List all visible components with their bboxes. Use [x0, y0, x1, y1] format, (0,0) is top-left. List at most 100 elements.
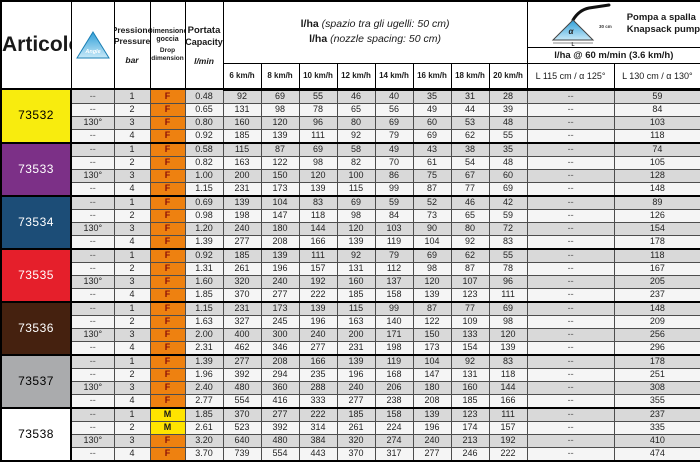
capacity-cell: 0.48: [184, 88, 224, 104]
angle-cell: --: [70, 141, 115, 157]
lha-value-cell: 139: [336, 353, 376, 369]
pressure-cell: 3: [113, 327, 151, 342]
svg-text:L: L: [572, 42, 575, 46]
lha-value-cell: 208: [260, 234, 300, 249]
angle-cell: --: [70, 300, 115, 316]
pressure-cell: 1: [113, 353, 151, 369]
pump-l115-cell: --: [526, 380, 615, 395]
capacity-cell: 1.39: [184, 234, 224, 249]
lha-value-cell: 120: [298, 168, 338, 183]
pressure-cell: 4: [113, 287, 151, 302]
lha-value-cell: 240: [412, 433, 452, 448]
lha-value-cell: 104: [412, 234, 452, 249]
pressure-cell: 2: [113, 314, 151, 329]
lha-value-cell: 277: [412, 446, 452, 461]
capacity-cell: 3.70: [184, 446, 224, 461]
pressure-cell: 1: [113, 88, 151, 104]
capacity-cell: 0.92: [184, 128, 224, 143]
lha-value-cell: 131: [222, 102, 262, 117]
lha-value-cell: 104: [412, 353, 452, 369]
drop-size-cell: F: [149, 234, 186, 249]
lha-value-cell: 107: [450, 274, 490, 289]
lha-value-cell: 294: [260, 367, 300, 382]
pump-l130-cell: 178: [613, 234, 700, 249]
pump-l130-cell: 154: [613, 221, 700, 236]
table-row: -- 2 F 0.82 163 122 98 82 70 61 54 48 -- 105: [1, 155, 700, 170]
lha-value-cell: 327: [222, 314, 262, 329]
pressure-cell: 4: [113, 340, 151, 355]
lha-value-cell: 80: [450, 221, 490, 236]
capacity-cell: 0.65: [184, 102, 224, 117]
lha-value-cell: 222: [488, 446, 528, 461]
lha-value-cell: 147: [260, 208, 300, 223]
column-header-angle: Angle: [70, 0, 115, 90]
lha-value-cell: 69: [488, 300, 528, 316]
table-row: 73533 -- 1 F 0.58 115 87 69 58 49 43 38 35 -- 74: [0, 141, 700, 196]
lha-value-cell: 139: [412, 287, 452, 302]
lha-value-cell: 523: [222, 420, 262, 435]
drop-size-cell: F: [149, 327, 186, 342]
table-row: 130° 3 F 1.60 320 240 192 160 137 120 107 96 -- 205: [1, 274, 700, 289]
table-row: 73538 -- 1 M 1.85 370 277 222 185 158 139 123 111 -- 2…: [0, 406, 700, 461]
table-row: 130° 3 F 3.20 640 480 384 320 274 240 213 192 -- 410: [1, 433, 700, 448]
lha-value-cell: 87: [450, 261, 490, 276]
speed-column-header: 16 km/h: [412, 62, 452, 91]
lha-value-cell: 640: [222, 433, 262, 448]
lha-value-cell: 49: [412, 102, 452, 117]
pressure-cell: 2: [113, 208, 151, 223]
pressure-cell: 3: [113, 274, 151, 289]
pump-l130-cell: 84: [613, 102, 700, 117]
pressure-cell: 4: [113, 393, 151, 408]
lha-value-cell: 115: [336, 300, 376, 316]
drop-size-cell: F: [149, 287, 186, 302]
lha-value-cell: 480: [222, 380, 262, 395]
pump-l130-cell: 308: [613, 380, 700, 395]
lha-value-cell: 109: [450, 314, 490, 329]
lha-value-cell: 118: [298, 208, 338, 223]
pump-l115-cell: --: [526, 406, 615, 422]
lha-value-cell: 120: [336, 221, 376, 236]
pressure-cell: 1: [113, 406, 151, 422]
lha-value-cell: 384: [298, 433, 338, 448]
lha-value-cell: 60: [412, 115, 452, 130]
lha-value-cell: 213: [450, 433, 490, 448]
lha-value-cell: 111: [298, 128, 338, 143]
lha-value-cell: 119: [374, 234, 414, 249]
lha-value-cell: 240: [260, 274, 300, 289]
lha-value-cell: 200: [336, 327, 376, 342]
capacity-cell: 0.69: [184, 194, 224, 210]
angle-cell: --: [70, 420, 115, 435]
lha-value-cell: 231: [336, 340, 376, 355]
lha-value-cell: 300: [260, 327, 300, 342]
pressure-cell: 4: [113, 181, 151, 196]
lha-value-cell: 73: [412, 208, 452, 223]
pump-l115-cell: --: [526, 274, 615, 289]
drop-size-cell: F: [149, 393, 186, 408]
table-row: 130° 3 F 1.00 200 150 120 100 86 75 67 60 -- 128: [1, 168, 700, 183]
lha-value-cell: 185: [336, 406, 376, 422]
pump-l115-cell: --: [526, 446, 615, 461]
speed-column-header: 8 km/h: [260, 62, 300, 91]
lha-value-cell: 370: [222, 287, 262, 302]
article-number-cell: 73536: [0, 300, 72, 355]
lha-subtitle-en: (nozzle spacing: 50 cm): [330, 33, 441, 46]
article-number-cell: 73535: [0, 247, 72, 302]
lha-value-cell: 65: [336, 102, 376, 117]
table-row: 130° 3 F 2.00 400 300 240 200 171 150 133 120 -- 256: [1, 327, 700, 342]
pump-l115-cell: --: [526, 128, 615, 143]
lha-value-cell: 139: [412, 406, 452, 422]
pump-l130-cell: 355: [613, 393, 700, 408]
lha-value-cell: 80: [336, 115, 376, 130]
table-row: -- 4 F 1.85 370 277 222 185 158 139 123 111 -- 237: [1, 287, 700, 302]
lha-value-cell: 462: [222, 340, 262, 355]
table-row: 73532 -- 1 F 0.48 92 69 55 46 40 35 31 28 -- 59: [0, 88, 700, 143]
angle-cell: --: [70, 102, 115, 117]
lha-value-cell: 224: [374, 420, 414, 435]
pump-l130-cell: 74: [613, 141, 700, 157]
lha-value-cell: 443: [298, 446, 338, 461]
pump-l115-cell: --: [526, 247, 615, 263]
lha-value-cell: 115: [336, 181, 376, 196]
pump-l115-cell: --: [526, 287, 615, 302]
lha-value-cell: 166: [488, 393, 528, 408]
